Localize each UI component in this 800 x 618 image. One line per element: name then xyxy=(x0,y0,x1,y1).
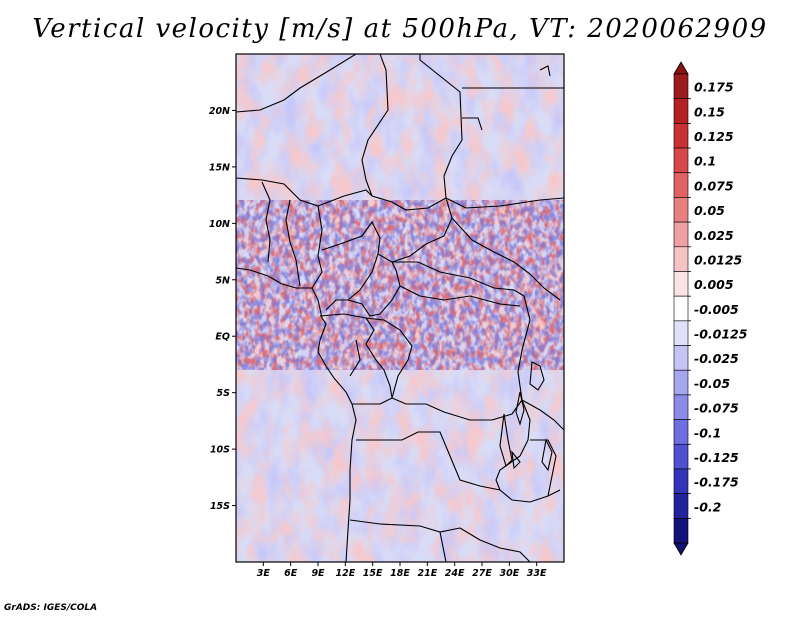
colorbar-swatch xyxy=(673,123,689,149)
colorbar-swatch xyxy=(673,147,689,174)
colorbar-swatch xyxy=(673,320,689,346)
lat-tick-label: EQ xyxy=(215,332,230,343)
grads-credit: GrADS: IGES/COLA xyxy=(4,603,98,613)
colorbar-label: -0.2 xyxy=(694,499,721,514)
colorbar-label: -0.05 xyxy=(694,376,730,391)
colorbar-top-arrow xyxy=(673,61,689,75)
lat-tick-label: 15S xyxy=(210,501,230,512)
colorbar-swatch xyxy=(673,221,689,248)
colorbar-label: -0.175 xyxy=(694,475,739,490)
colorbar-label: -0.025 xyxy=(694,351,739,366)
colorbar-swatch xyxy=(673,246,689,272)
colorbar-swatch xyxy=(673,295,689,322)
lon-tick-label: 27E xyxy=(472,568,492,579)
colorbar-label: 0.075 xyxy=(694,178,734,193)
colorbar-label: 0.025 xyxy=(694,228,734,243)
colorbar-swatch xyxy=(673,271,689,297)
colorbar-swatch xyxy=(673,443,689,470)
lon-tick-label: 18E xyxy=(390,568,410,579)
colorbar-label: -0.125 xyxy=(694,450,739,465)
colorbar-label: -0.0125 xyxy=(694,327,748,342)
lat-tick-label: 15N xyxy=(209,162,230,173)
lon-tick-label: 9E xyxy=(311,568,325,579)
colorbar-label: 0.1 xyxy=(694,154,716,169)
colorbar-label: 0.05 xyxy=(694,203,725,218)
colorbar-label: 0.15 xyxy=(694,104,725,119)
colorbar-label: -0.075 xyxy=(694,401,739,416)
colorbar-swatch xyxy=(673,419,689,445)
latitude-axis: 20N 15N 10N 5N EQ 5S 10S 15S xyxy=(209,106,236,512)
colorbar-label: 0.0125 xyxy=(694,252,743,267)
velocity-field xyxy=(236,54,564,562)
lon-tick-label: 24E xyxy=(445,568,465,579)
chart-title: Vertical velocity [m/s] at 500hPa, VT: 2… xyxy=(32,14,768,44)
colorbar-swatch xyxy=(673,172,689,198)
colorbar-label: -0.005 xyxy=(694,302,739,317)
colorbar: 0.175 0.15 0.125 0.1 0.075 0.05 0.025 0.0125 0.0… xyxy=(673,61,748,556)
lon-tick-label: 12E xyxy=(335,568,355,579)
lat-tick-label: 20N xyxy=(209,106,230,117)
colorbar-swatch xyxy=(673,493,689,519)
colorbar-swatch xyxy=(673,394,689,420)
colorbar-label: 0.005 xyxy=(694,277,734,292)
colorbar-label: -0.1 xyxy=(694,425,721,440)
lon-tick-label: 30E xyxy=(499,568,519,579)
colorbar-swatch xyxy=(673,468,689,494)
colorbar-swatch xyxy=(673,73,689,99)
lon-tick-label: 21E xyxy=(417,568,437,579)
colorbar-bottom-arrow xyxy=(673,542,689,556)
colorbar-label: 0.125 xyxy=(694,129,734,144)
lon-tick-label: 33E xyxy=(527,568,547,579)
lat-tick-label: 10N xyxy=(209,219,230,230)
colorbar-label: 0.175 xyxy=(694,80,734,95)
lon-tick-label: 3E xyxy=(257,568,271,579)
longitude-axis: 3E 6E 9E 12E 15E 18E 21E 24E 27E 30E 33E xyxy=(257,562,547,579)
country-borders xyxy=(236,54,564,562)
colorbar-swatch xyxy=(673,369,689,396)
lat-tick-label: 5N xyxy=(215,275,230,286)
lon-tick-label: 6E xyxy=(284,568,298,579)
colorbar-swatch xyxy=(673,518,689,544)
colorbar-swatch xyxy=(673,345,689,371)
colorbar-swatch xyxy=(673,197,689,223)
lat-tick-label: 10S xyxy=(210,445,230,456)
lat-tick-label: 5S xyxy=(217,388,231,399)
colorbar-swatch xyxy=(673,98,689,124)
lon-tick-label: 15E xyxy=(363,568,383,579)
